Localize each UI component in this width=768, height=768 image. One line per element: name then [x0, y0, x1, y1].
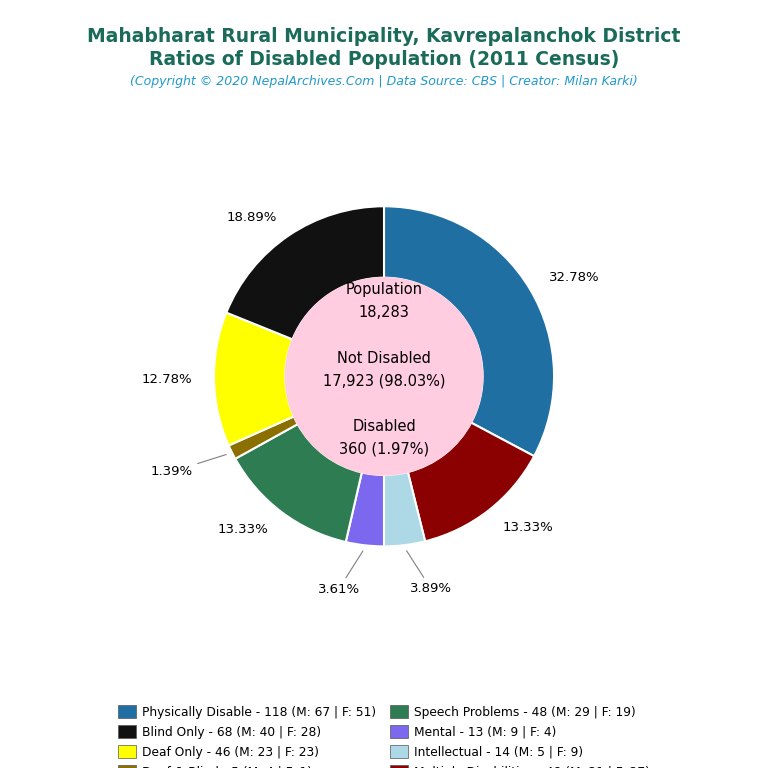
Wedge shape [384, 472, 425, 546]
Text: 3.61%: 3.61% [318, 551, 362, 596]
Text: Mahabharat Rural Municipality, Kavrepalanchok District: Mahabharat Rural Municipality, Kavrepala… [88, 27, 680, 46]
Text: 18.89%: 18.89% [226, 210, 276, 223]
Wedge shape [408, 422, 535, 541]
Circle shape [286, 278, 482, 475]
Text: 1.39%: 1.39% [150, 455, 226, 478]
Text: 12.78%: 12.78% [141, 373, 192, 386]
Text: Population
18,283

Not Disabled
17,923 (98.03%)

Disabled
360 (1.97%): Population 18,283 Not Disabled 17,923 (9… [323, 282, 445, 457]
Wedge shape [346, 472, 384, 546]
Text: Ratios of Disabled Population (2011 Census): Ratios of Disabled Population (2011 Cens… [149, 50, 619, 69]
Wedge shape [235, 424, 362, 542]
Wedge shape [214, 313, 294, 445]
Wedge shape [384, 207, 554, 456]
Text: 13.33%: 13.33% [502, 521, 553, 535]
Text: 13.33%: 13.33% [217, 523, 268, 536]
Text: 3.89%: 3.89% [406, 551, 452, 595]
Wedge shape [229, 416, 298, 458]
Text: (Copyright © 2020 NepalArchives.Com | Data Source: CBS | Creator: Milan Karki): (Copyright © 2020 NepalArchives.Com | Da… [130, 75, 638, 88]
Text: 32.78%: 32.78% [548, 271, 599, 284]
Legend: Physically Disable - 118 (M: 67 | F: 51), Blind Only - 68 (M: 40 | F: 28), Deaf : Physically Disable - 118 (M: 67 | F: 51)… [114, 701, 654, 768]
Wedge shape [227, 207, 384, 339]
